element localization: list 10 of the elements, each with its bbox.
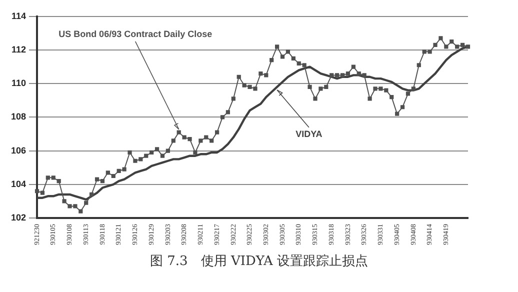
- y-tick-label: 114: [11, 10, 26, 21]
- y-tick-label: 112: [11, 44, 26, 54]
- y-tick-label: 108: [10, 112, 26, 122]
- y-tick-label: 102: [10, 212, 26, 222]
- text: US Bond 06/93 Contract Daily Close: [58, 28, 212, 39]
- text: 图 7.3 使用 VIDYA 设置跟踪止损点: [149, 253, 369, 270]
- y-tick-label: 106: [10, 145, 26, 156]
- y-tick-label: 110: [11, 78, 26, 88]
- text: VIDYA: [296, 128, 323, 139]
- y-tick-label: 104: [10, 178, 26, 189]
